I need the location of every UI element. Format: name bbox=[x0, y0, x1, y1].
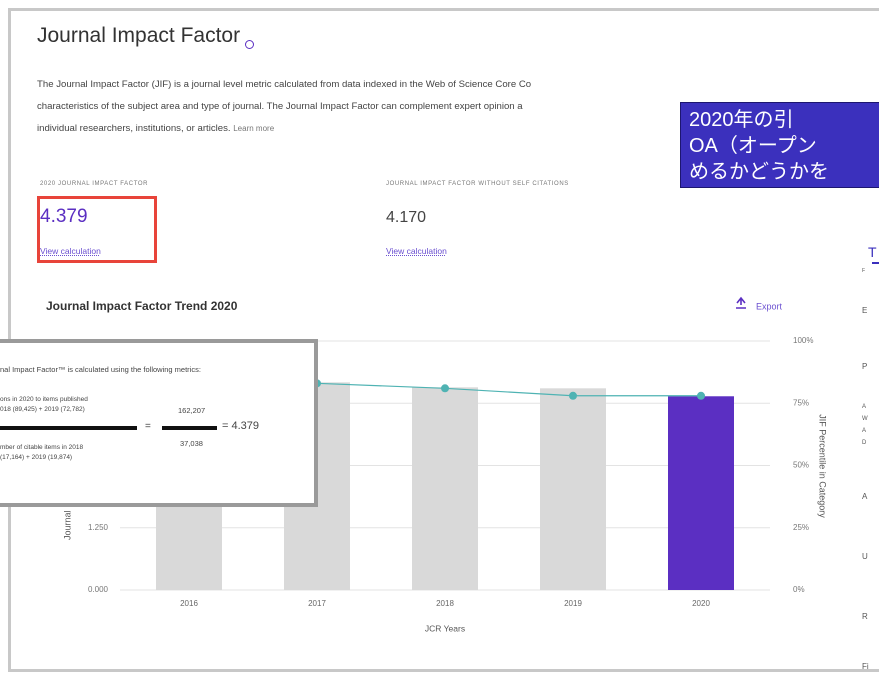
side-item: A bbox=[862, 428, 867, 434]
y2-tick-label: 50% bbox=[793, 461, 809, 470]
export-icon[interactable] bbox=[736, 296, 746, 309]
bar bbox=[412, 387, 478, 590]
calculation-popup: nal Impact Factor™ is calculated using t… bbox=[0, 339, 318, 507]
fraction-bar bbox=[162, 426, 217, 430]
x-tick-label: 2019 bbox=[564, 599, 582, 608]
popup-text: (17,164) + 2019 (19,874) bbox=[0, 454, 73, 461]
side-item: P bbox=[862, 362, 868, 371]
numerator: 162,207 bbox=[178, 406, 206, 415]
info-icon[interactable] bbox=[245, 40, 254, 49]
side-item: F bbox=[862, 268, 866, 274]
description-text: individual researchers, institutions, or… bbox=[37, 123, 231, 134]
y2-axis-label: JIF Percentile in Category bbox=[818, 414, 828, 518]
bar bbox=[668, 396, 734, 590]
view-calculation-link[interactable]: View calculation bbox=[386, 246, 447, 256]
x-tick-label: 2018 bbox=[436, 599, 454, 608]
x-tick-label: 2016 bbox=[180, 599, 198, 608]
callout-line: 2020年の引 bbox=[689, 109, 794, 131]
side-item: U bbox=[862, 552, 868, 561]
chart-title: Journal Impact Factor Trend 2020 bbox=[46, 299, 238, 313]
learn-more-link[interactable]: Learn more bbox=[233, 124, 275, 133]
x-axis-label: JCR Years bbox=[425, 623, 465, 633]
y2-tick-label: 0% bbox=[793, 585, 805, 594]
callout-line: OA（オープン bbox=[689, 135, 817, 157]
point bbox=[441, 384, 449, 393]
x-tick-label: 2020 bbox=[692, 599, 710, 608]
view-calculation-link[interactable]: View calculation bbox=[40, 246, 101, 256]
export-link[interactable]: Export bbox=[756, 301, 783, 311]
y2-tick-label: 100% bbox=[793, 336, 813, 345]
x-tick-label: 2017 bbox=[308, 599, 326, 608]
point bbox=[697, 391, 705, 400]
y-tick-label: 0.000 bbox=[88, 585, 109, 594]
popup-text: ons in 2020 to items published bbox=[0, 396, 88, 403]
point bbox=[569, 391, 577, 400]
popup-intro: nal Impact Factor™ is calculated using t… bbox=[0, 365, 201, 374]
tab-underline bbox=[872, 262, 879, 264]
side-item: Fi bbox=[862, 662, 869, 671]
side-tab: T bbox=[868, 244, 877, 260]
side-item: W bbox=[862, 416, 868, 422]
description-line: individual researchers, institutions, or… bbox=[37, 123, 274, 134]
metric-label: JOURNAL IMPACT FACTOR WITHOUT SELF CITAT… bbox=[386, 181, 569, 187]
bar bbox=[540, 388, 606, 590]
y-axis-label: Journal bbox=[62, 510, 72, 540]
fraction-bar bbox=[0, 426, 137, 430]
y2-tick-label: 25% bbox=[793, 523, 809, 532]
side-item: D bbox=[862, 440, 867, 446]
metric-value: 4.170 bbox=[386, 209, 427, 226]
side-item: A bbox=[862, 404, 867, 410]
metric-label: 2020 JOURNAL IMPACT FACTOR bbox=[40, 181, 149, 187]
result: = 4.379 bbox=[222, 420, 260, 432]
callout-line: めるかどうかを bbox=[689, 161, 829, 183]
denominator: 37,038 bbox=[180, 439, 203, 448]
y-tick-label: 1.250 bbox=[88, 523, 109, 532]
metric-value: 4.379 bbox=[40, 206, 88, 227]
callout: 2020年の引 OA（オープン めるかどうかを bbox=[680, 102, 879, 188]
side-item: R bbox=[862, 612, 868, 621]
popup-text: 018 (89,425) + 2019 (72,782) bbox=[0, 406, 85, 413]
side-item: A bbox=[862, 492, 868, 501]
side-item: E bbox=[862, 306, 868, 315]
y2-tick-label: 75% bbox=[793, 398, 809, 407]
highlight-box bbox=[37, 196, 157, 263]
popup-text: mber of citable items in 2018 bbox=[0, 444, 84, 451]
description-line: characteristics of the subject area and … bbox=[37, 101, 523, 112]
description-line: The Journal Impact Factor (JIF) is a jou… bbox=[37, 79, 532, 90]
equals: = bbox=[145, 421, 151, 432]
title: Journal Impact Factor bbox=[37, 24, 241, 47]
